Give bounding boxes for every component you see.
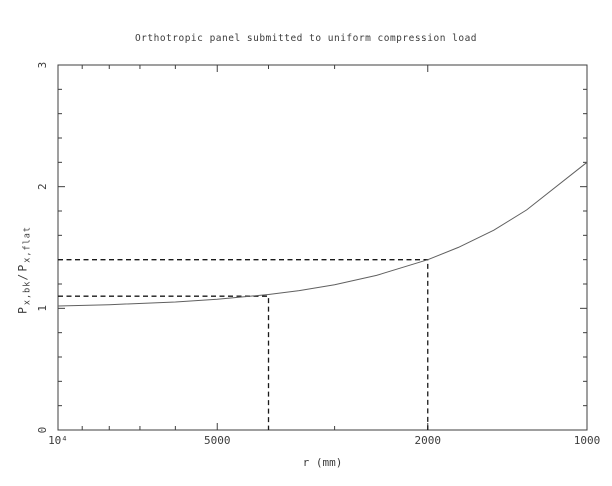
y-tick-label: 3 [36, 62, 49, 69]
x-tick-label: 1000 [574, 434, 601, 447]
y-tick-label: 0 [36, 427, 49, 434]
curve-line [57, 161, 588, 307]
x-tick-label: 2000 [415, 434, 442, 447]
y-tick-label: 1 [36, 305, 49, 312]
x-axis-label: r (mm) [302, 456, 343, 469]
y-tick-label: 2 [36, 183, 49, 190]
crosshair-dashed [58, 295, 270, 430]
x-tick-label: 10⁴ [48, 434, 68, 447]
crosshair-dashed [58, 259, 429, 430]
x-tick-label: 5000 [204, 434, 231, 447]
plot-border [57, 64, 588, 431]
chart-title: Orthotropic panel submitted to uniform c… [134, 33, 478, 44]
